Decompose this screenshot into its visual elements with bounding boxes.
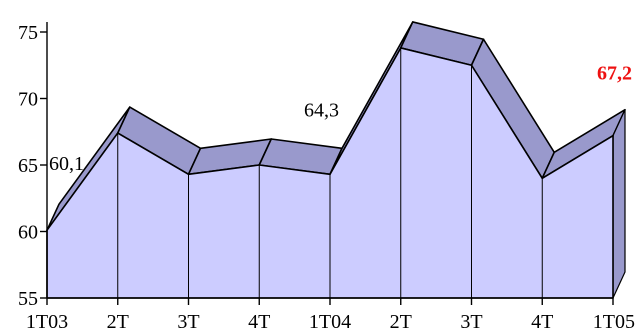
x-tick-label: 1T04 <box>309 311 351 333</box>
side-face <box>612 109 626 299</box>
x-tick-label: 4T <box>531 311 553 333</box>
data-point <box>470 64 473 67</box>
x-tick-label: 3T <box>177 311 199 333</box>
data-point <box>541 177 544 180</box>
y-axis: 55 60 65 70 75 <box>18 22 48 310</box>
y-tick-label: 75 <box>18 22 38 44</box>
plot-area <box>46 21 626 299</box>
data-label: 67,2 <box>597 63 632 85</box>
data-label: 64,3 <box>304 99 339 121</box>
data-label: 60,1 <box>49 153 84 175</box>
y-tick-label: 65 <box>18 155 38 177</box>
y-tick-label: 60 <box>18 222 38 244</box>
x-axis: 1T03 2T 3T 4T 1T04 2T 3T 4T 1T05 <box>26 297 635 333</box>
x-tick-label: 3T <box>460 311 482 333</box>
data-point <box>612 134 614 137</box>
y-tick-label: 70 <box>18 89 38 111</box>
y-tick-label: 55 <box>18 288 38 310</box>
data-point <box>116 132 119 134</box>
data-point <box>329 173 331 176</box>
x-tick-label: 1T03 <box>26 311 68 333</box>
data-labels: 60,1 64,3 67,2 <box>49 63 632 175</box>
x-tick-label: 1T05 <box>593 311 635 333</box>
data-point <box>258 164 261 166</box>
data-point <box>187 173 190 176</box>
x-tick-label: 2T <box>107 311 129 333</box>
data-point <box>399 47 402 49</box>
x-tick-label: 4T <box>248 311 270 333</box>
x-tick-label: 2T <box>390 311 412 333</box>
